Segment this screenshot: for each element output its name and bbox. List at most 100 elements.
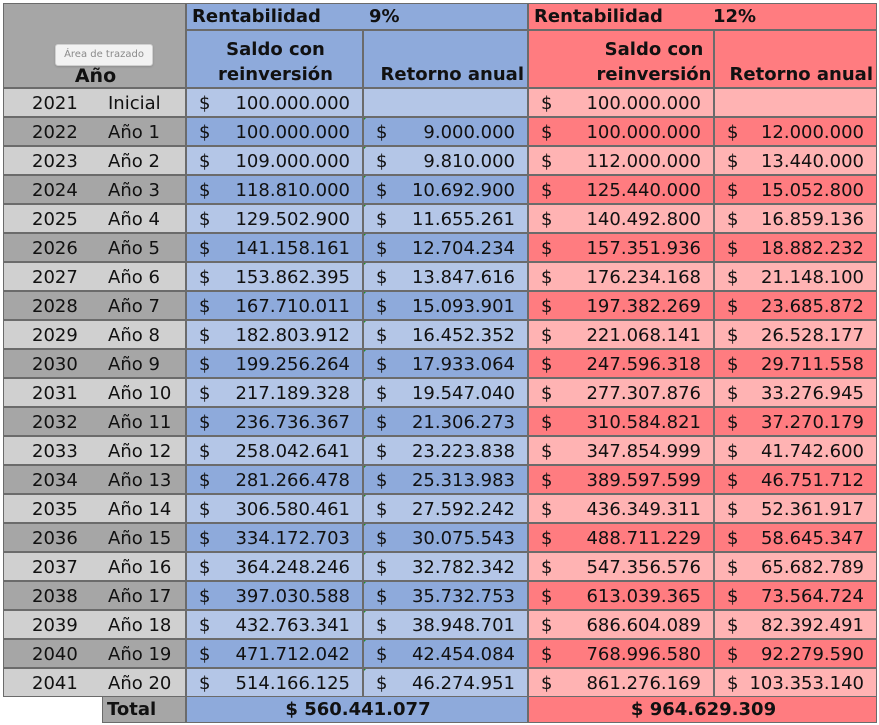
cell-r9-2032[interactable]: $21.306.273 bbox=[363, 407, 528, 436]
cell-yearcell-2040[interactable]: 2040 Año 19 bbox=[3, 639, 186, 668]
cell-r12-2027[interactable]: $21.148.100 bbox=[714, 262, 877, 291]
cell-yearcell-2036[interactable]: 2036 Año 15 bbox=[3, 523, 186, 552]
cell-b9-2030[interactable]: $199.256.264 bbox=[186, 349, 363, 378]
cell-r9-2041[interactable]: $46.274.951 bbox=[363, 668, 528, 697]
cell-r12-2039[interactable]: $82.392.491 bbox=[714, 610, 877, 639]
total-12-cell[interactable]: $ 964.629.309 bbox=[528, 696, 877, 723]
cell-r9-2036[interactable]: $30.075.543 bbox=[363, 523, 528, 552]
cell-yearcell-2034[interactable]: 2034 Año 13 bbox=[3, 465, 186, 494]
cell-r12-2025[interactable]: $16.859.136 bbox=[714, 204, 877, 233]
cell-r9-2029[interactable]: $16.452.352 bbox=[363, 320, 528, 349]
cell-yearcell-2027[interactable]: 2027 Año 6 bbox=[3, 262, 186, 291]
cell-b9-2022[interactable]: $100.000.000 bbox=[186, 117, 363, 146]
cell-r12-2035[interactable]: $52.361.917 bbox=[714, 494, 877, 523]
cell-b12-2027[interactable]: $176.234.168 bbox=[528, 262, 714, 291]
cell-b12-2034[interactable]: $389.597.599 bbox=[528, 465, 714, 494]
cell-b12-2041[interactable]: $861.276.169 bbox=[528, 668, 714, 697]
cell-r12-2032[interactable]: $37.270.179 bbox=[714, 407, 877, 436]
cell-b9-2026[interactable]: $141.158.161 bbox=[186, 233, 363, 262]
cell-yearcell-2035[interactable]: 2035 Año 14 bbox=[3, 494, 186, 523]
cell-r9-2039[interactable]: $38.948.701 bbox=[363, 610, 528, 639]
cell-b12-2023[interactable]: $112.000.000 bbox=[528, 146, 714, 175]
cell-b12-2035[interactable]: $436.349.311 bbox=[528, 494, 714, 523]
cell-b12-2032[interactable]: $310.584.821 bbox=[528, 407, 714, 436]
cell-b9-2034[interactable]: $281.266.478 bbox=[186, 465, 363, 494]
cell-yearcell-2022[interactable]: 2022 Año 1 bbox=[3, 117, 186, 146]
scenario-9-return-header[interactable]: Retorno anual bbox=[363, 30, 528, 88]
cell-b9-2024[interactable]: $118.810.000 bbox=[186, 175, 363, 204]
cell-yearcell-2025[interactable]: 2025 Año 4 bbox=[3, 204, 186, 233]
cell-r9-2031[interactable]: $19.547.040 bbox=[363, 378, 528, 407]
cell-yearcell-2038[interactable]: 2038 Año 17 bbox=[3, 581, 186, 610]
cell-yearcell-2029[interactable]: 2029 Año 8 bbox=[3, 320, 186, 349]
cell-yearcell-2026[interactable]: 2026 Año 5 bbox=[3, 233, 186, 262]
cell-r9-2026[interactable]: $12.704.234 bbox=[363, 233, 528, 262]
cell-r12-2040[interactable]: $92.279.590 bbox=[714, 639, 877, 668]
cell-r9-2023[interactable]: $9.810.000 bbox=[363, 146, 528, 175]
cell-b9-2036[interactable]: $334.172.703 bbox=[186, 523, 363, 552]
cell-b9-2031[interactable]: $217.189.328 bbox=[186, 378, 363, 407]
cell-b12-2026[interactable]: $157.351.936 bbox=[528, 233, 714, 262]
cell-b12-2030[interactable]: $247.596.318 bbox=[528, 349, 714, 378]
cell-b12-2037[interactable]: $547.356.576 bbox=[528, 552, 714, 581]
cell-b9-2039[interactable]: $432.763.341 bbox=[186, 610, 363, 639]
cell-b12-2033[interactable]: $347.854.999 bbox=[528, 436, 714, 465]
cell-r9-2024[interactable]: $10.692.900 bbox=[363, 175, 528, 204]
scenario-12-title-cell[interactable]: Rentabilidad 12% bbox=[528, 3, 877, 30]
cell-b9-2033[interactable]: $258.042.641 bbox=[186, 436, 363, 465]
cell-yearcell-2039[interactable]: 2039 Año 18 bbox=[3, 610, 186, 639]
cell-b9-2023[interactable]: $109.000.000 bbox=[186, 146, 363, 175]
cell-yearcell-2032[interactable]: 2032 Año 11 bbox=[3, 407, 186, 436]
total-label-cell[interactable]: Total bbox=[102, 696, 186, 723]
cell-r12-2029[interactable]: $26.528.177 bbox=[714, 320, 877, 349]
cell-r9-2022[interactable]: $9.000.000 bbox=[363, 117, 528, 146]
cell-yearcell-2031[interactable]: 2031 Año 10 bbox=[3, 378, 186, 407]
cell-r9-2027[interactable]: $13.847.616 bbox=[363, 262, 528, 291]
cell-r9-2033[interactable]: $23.223.838 bbox=[363, 436, 528, 465]
cell-r12-2022[interactable]: $12.000.000 bbox=[714, 117, 877, 146]
cell-b12-2021[interactable]: $100.000.000 bbox=[528, 88, 714, 117]
cell-b9-2032[interactable]: $236.736.367 bbox=[186, 407, 363, 436]
cell-b9-2021[interactable]: $100.000.000 bbox=[186, 88, 363, 117]
scenario-9-balance-header[interactable]: Saldo con reinversión bbox=[186, 30, 363, 88]
cell-r12-2034[interactable]: $46.751.712 bbox=[714, 465, 877, 494]
cell-yearcell-2028[interactable]: 2028 Año 7 bbox=[3, 291, 186, 320]
cell-b9-2029[interactable]: $182.803.912 bbox=[186, 320, 363, 349]
cell-b9-2025[interactable]: $129.502.900 bbox=[186, 204, 363, 233]
cell-yearcell-2024[interactable]: 2024 Año 3 bbox=[3, 175, 186, 204]
cell-b12-2025[interactable]: $140.492.800 bbox=[528, 204, 714, 233]
cell-b12-2031[interactable]: $277.307.876 bbox=[528, 378, 714, 407]
cell-r9-2037[interactable]: $32.782.342 bbox=[363, 552, 528, 581]
cell-b9-2040[interactable]: $471.712.042 bbox=[186, 639, 363, 668]
cell-r9-2025[interactable]: $11.655.261 bbox=[363, 204, 528, 233]
cell-yearcell-2041[interactable]: 2041 Año 20 bbox=[3, 668, 186, 697]
cell-yearcell-2033[interactable]: 2033 Año 12 bbox=[3, 436, 186, 465]
cell-r9-2038[interactable]: $35.732.753 bbox=[363, 581, 528, 610]
cell-r12-2031[interactable]: $33.276.945 bbox=[714, 378, 877, 407]
cell-r12-2028[interactable]: $23.685.872 bbox=[714, 291, 877, 320]
cell-b9-2038[interactable]: $397.030.588 bbox=[186, 581, 363, 610]
cell-r12-2036[interactable]: $58.645.347 bbox=[714, 523, 877, 552]
cell-b9-2037[interactable]: $364.248.246 bbox=[186, 552, 363, 581]
cell-b9-2028[interactable]: $167.710.011 bbox=[186, 291, 363, 320]
cell-r12-2030[interactable]: $29.711.558 bbox=[714, 349, 877, 378]
cell-yearcell-2037[interactable]: 2037 Año 16 bbox=[3, 552, 186, 581]
cell-r9-2021[interactable] bbox=[363, 88, 528, 117]
cell-r12-2033[interactable]: $41.742.600 bbox=[714, 436, 877, 465]
scenario-12-return-header[interactable]: Retorno anual bbox=[714, 30, 877, 88]
cell-r12-2037[interactable]: $65.682.789 bbox=[714, 552, 877, 581]
cell-b12-2024[interactable]: $125.440.000 bbox=[528, 175, 714, 204]
cell-b12-2039[interactable]: $686.604.089 bbox=[528, 610, 714, 639]
cell-yearcell-2030[interactable]: 2030 Año 9 bbox=[3, 349, 186, 378]
cell-b9-2041[interactable]: $514.166.125 bbox=[186, 668, 363, 697]
year-header-cell[interactable]: Área de trazado Año bbox=[3, 3, 186, 88]
cell-r12-2024[interactable]: $15.052.800 bbox=[714, 175, 877, 204]
cell-r12-2023[interactable]: $13.440.000 bbox=[714, 146, 877, 175]
scenario-9-title-cell[interactable]: Rentabilidad 9% bbox=[186, 3, 528, 30]
cell-b9-2027[interactable]: $153.862.395 bbox=[186, 262, 363, 291]
cell-r9-2035[interactable]: $27.592.242 bbox=[363, 494, 528, 523]
cell-r9-2034[interactable]: $25.313.983 bbox=[363, 465, 528, 494]
cell-r12-2038[interactable]: $73.564.724 bbox=[714, 581, 877, 610]
cell-b12-2040[interactable]: $768.996.580 bbox=[528, 639, 714, 668]
cell-r9-2028[interactable]: $15.093.901 bbox=[363, 291, 528, 320]
